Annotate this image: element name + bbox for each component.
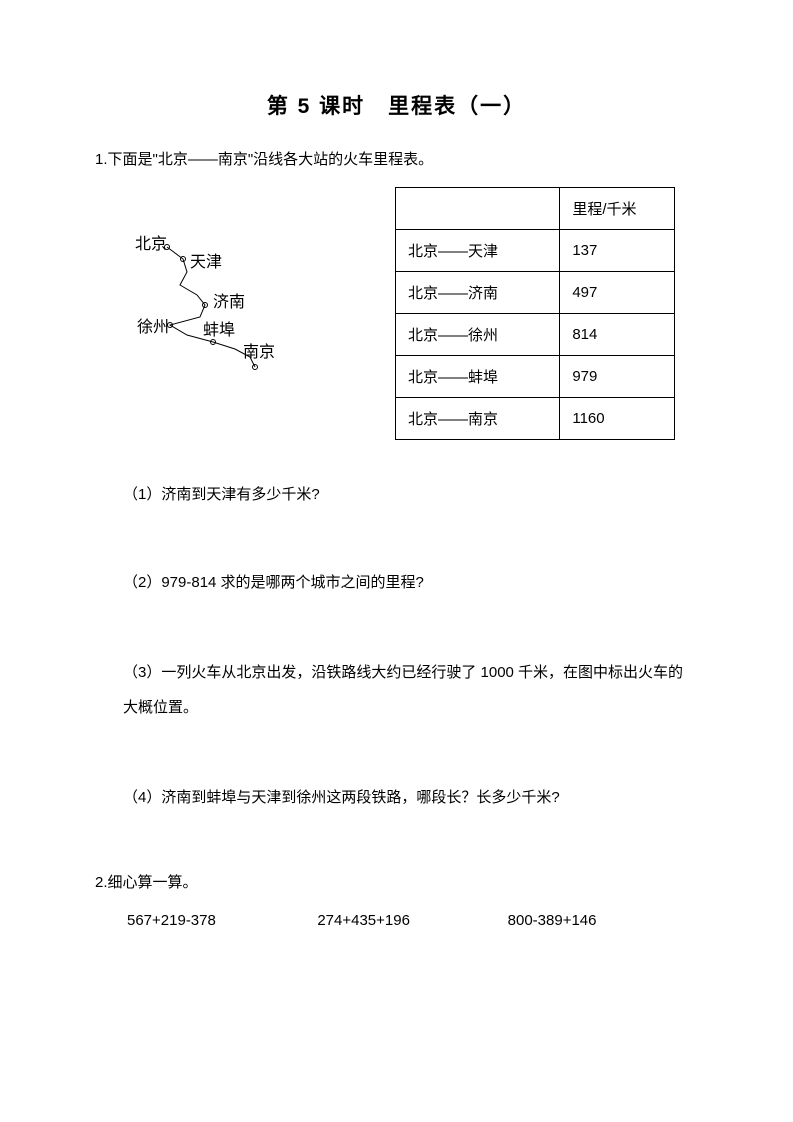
table-row: 北京——南京 1160 <box>396 398 675 440</box>
route-cell: 北京——蚌埠 <box>396 356 560 398</box>
header-route <box>396 188 560 230</box>
distance-cell: 814 <box>560 314 675 356</box>
map-label-nanjing: 南京 <box>243 343 275 361</box>
table-row: 北京——天津 137 <box>396 230 675 272</box>
distance-cell: 137 <box>560 230 675 272</box>
calc-item-1: 567+219-378 <box>127 912 317 929</box>
map-label-bengbu: 蚌埠 <box>203 321 235 339</box>
table-header-row: 里程/千米 <box>396 188 675 230</box>
calc-row: 567+219-378 274+435+196 800-389+146 <box>95 912 698 929</box>
route-map: 北京 天津 济南 徐州 蚌埠 南京 <box>125 217 305 397</box>
question-2: （2）979-814 求的是哪两个城市之间的里程? <box>95 568 698 598</box>
map-label-xuzhou: 徐州 <box>137 318 169 336</box>
table-row: 北京——徐州 814 <box>396 314 675 356</box>
distance-cell: 497 <box>560 272 675 314</box>
calc-intro: 2.细心算一算。 <box>95 871 698 892</box>
question-3: （3）一列火车从北京出发，沿铁路线大约已经行驶了 1000 千米，在图中标出火车… <box>95 656 698 725</box>
content-row: 北京 天津 济南 徐州 蚌埠 南京 里程/千米 北京——天津 137 北京——济… <box>95 187 698 440</box>
page-title: 第 5 课时 里程表（一） <box>95 90 698 120</box>
distance-cell: 979 <box>560 356 675 398</box>
map-label-tianjin: 天津 <box>190 253 222 271</box>
mileage-table: 里程/千米 北京——天津 137 北京——济南 497 北京——徐州 814 北… <box>395 187 675 440</box>
map-label-beijing: 北京 <box>135 235 167 253</box>
route-cell: 北京——济南 <box>396 272 560 314</box>
question-1: （1）济南到天津有多少千米? <box>95 480 698 510</box>
route-cell: 北京——徐州 <box>396 314 560 356</box>
calc-item-2: 274+435+196 <box>317 912 507 929</box>
problem-intro: 1.下面是"北京——南京"沿线各大站的火车里程表。 <box>95 148 698 169</box>
route-cell: 北京——南京 <box>396 398 560 440</box>
map-container: 北京 天津 济南 徐州 蚌埠 南京 <box>95 187 375 440</box>
header-distance: 里程/千米 <box>560 188 675 230</box>
table-row: 北京——蚌埠 979 <box>396 356 675 398</box>
table-container: 里程/千米 北京——天津 137 北京——济南 497 北京——徐州 814 北… <box>375 187 698 440</box>
map-label-jinan: 济南 <box>213 293 245 311</box>
question-4: （4）济南到蚌埠与天津到徐州这两段铁路，哪段长？长多少千米? <box>95 783 698 813</box>
distance-cell: 1160 <box>560 398 675 440</box>
route-cell: 北京——天津 <box>396 230 560 272</box>
calc-item-3: 800-389+146 <box>508 912 698 929</box>
table-row: 北京——济南 497 <box>396 272 675 314</box>
